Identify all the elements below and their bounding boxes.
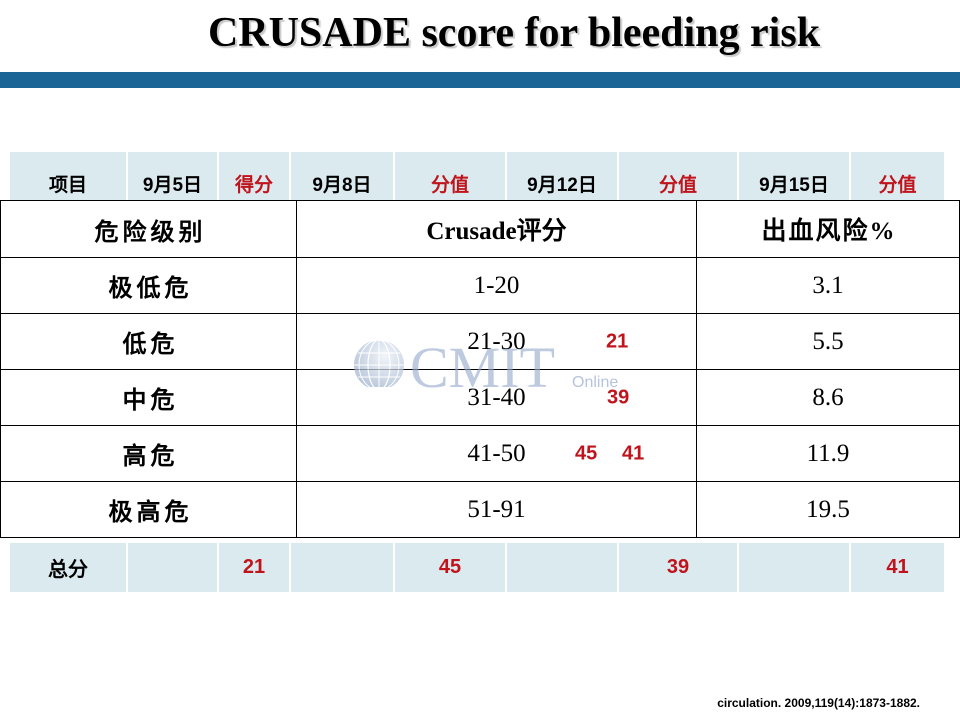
header-cell-score-sep5: 得分 [217, 152, 289, 214]
header-cell-date-sep15: 9月15日 [737, 152, 849, 214]
risk-level-cell: 中危 [1, 370, 297, 426]
total-empty-cell [737, 543, 849, 592]
score-range-cell: 51-91 [297, 482, 697, 538]
risk-level-cell: 低危 [1, 314, 297, 370]
score-range: 51-91 [467, 495, 526, 523]
header-cell-score-sep12: 分值 [617, 152, 737, 214]
total-score-sep12: 39 [617, 543, 737, 592]
score-range-cell: 31-40 39 [297, 370, 697, 426]
risk-level-cell: 极高危 [1, 482, 297, 538]
total-empty-cell [289, 543, 393, 592]
crusade-score-header: Crusade评分 [297, 201, 697, 258]
risk-level-header: 危险级别 [1, 201, 297, 258]
bleeding-risk-cell: 8.6 [697, 370, 960, 426]
score-range-cell: 1-20 [297, 258, 697, 314]
score-mark: 41 [622, 442, 645, 464]
bleeding-risk-cell: 5.5 [697, 314, 960, 370]
score-mark: 45 [575, 442, 598, 464]
header-cell-score-sep15: 分值 [849, 152, 944, 214]
risk-level-cell: 极低危 [1, 258, 297, 314]
total-score-sep5: 21 [217, 543, 289, 592]
score-range: 1-20 [473, 271, 520, 299]
score-mark: 21 [606, 330, 629, 352]
header-cell-date-sep12: 9月12日 [505, 152, 617, 214]
header-cell-item: 项目 [48, 174, 87, 196]
total-empty-cell [505, 543, 617, 592]
bleeding-risk-cell: 11.9 [697, 426, 960, 482]
score-range-cell: 41-50 45 41 [297, 426, 697, 482]
bleeding-risk-cell: 3.1 [697, 258, 960, 314]
risk-table: 危险级别 Crusade评分 出血风险% 极低危 1-20 3.1 低危 21-… [0, 200, 960, 538]
total-score-sep8: 45 [393, 543, 505, 592]
score-range: 31-40 [467, 383, 526, 411]
header-cell-date-sep5: 9月5日 [126, 152, 217, 214]
score-range-cell: 21-30 21 [297, 314, 697, 370]
score-range: 41-50 [467, 439, 526, 467]
score-total-row: 总分 21 45 39 41 [10, 543, 944, 592]
bleeding-risk-header: 出血风险% [697, 201, 960, 258]
citation: circulation. 2009,119(14):1873-1882. [717, 696, 920, 710]
total-empty-cell [126, 543, 217, 592]
total-score-sep15: 41 [849, 543, 944, 592]
bleeding-risk-cell: 19.5 [697, 482, 960, 538]
header-cell-score-sep8: 分值 [393, 152, 505, 214]
total-label: 总分 [48, 559, 88, 581]
score-mark: 39 [607, 386, 630, 408]
slide-title: CRUSADE score for bleeding risk [207, 10, 821, 56]
header-cell-date-sep8: 9月8日 [289, 152, 393, 214]
score-range: 21-30 [467, 327, 526, 355]
title-accent-bar [0, 72, 960, 88]
risk-level-cell: 高危 [1, 426, 297, 482]
